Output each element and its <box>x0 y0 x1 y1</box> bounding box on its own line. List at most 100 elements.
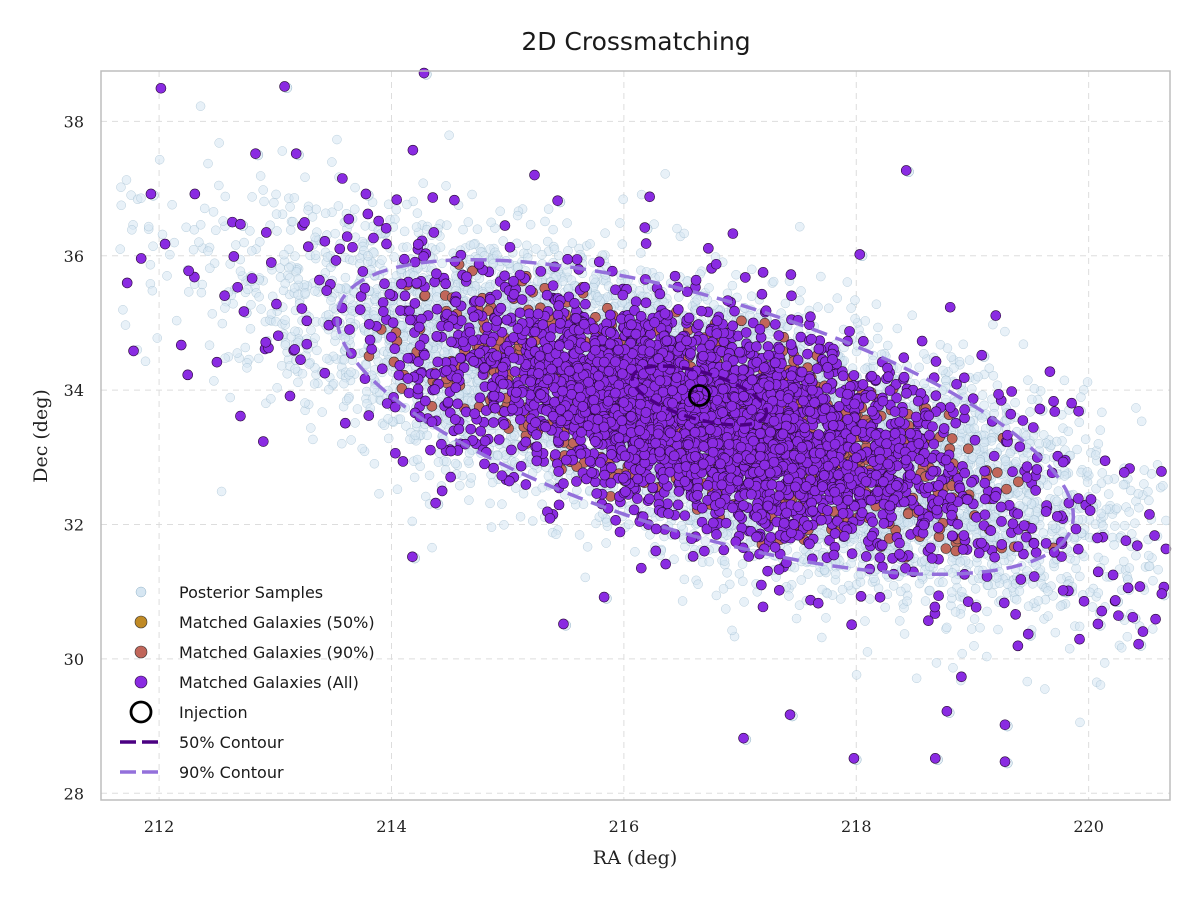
posterior-sample-point <box>872 333 883 344</box>
posterior-sample-point <box>739 597 749 607</box>
posterior-sample-point <box>220 353 230 363</box>
posterior-sample-point <box>969 614 980 624</box>
posterior-sample-point <box>984 363 995 373</box>
posterior-sample-point <box>574 530 585 540</box>
posterior-sample-point <box>892 323 903 334</box>
posterior-sample-point <box>794 295 805 306</box>
posterior-sample-point <box>285 225 296 235</box>
posterior-sample-point <box>120 320 131 330</box>
posterior-sample-point <box>931 658 942 668</box>
posterior-sample-point <box>615 218 625 228</box>
posterior-sample-point <box>232 348 243 358</box>
posterior-sample-point <box>147 285 158 296</box>
posterior-sample-point <box>988 370 999 381</box>
posterior-sample-point <box>140 356 151 367</box>
posterior-sample-point <box>486 522 497 532</box>
posterior-sample-point <box>1023 375 1033 385</box>
posterior-sample-point <box>272 383 282 393</box>
posterior-sample-point <box>271 189 281 200</box>
posterior-sample-point <box>442 220 452 230</box>
posterior-sample-point <box>157 229 168 240</box>
posterior-sample-point <box>300 398 310 408</box>
posterior-sample-point <box>914 362 924 373</box>
posterior-sample-point <box>718 584 729 594</box>
posterior-sample-point <box>211 225 221 236</box>
posterior-sample-point <box>988 319 998 330</box>
posterior-sample-point <box>970 584 981 594</box>
posterior-sample-point <box>1161 515 1171 526</box>
posterior-sample-point <box>636 248 646 258</box>
posterior-sample-point <box>165 249 175 260</box>
posterior-sample-point <box>337 438 347 449</box>
posterior-sample-point <box>862 647 873 657</box>
posterior-sample-point <box>357 443 367 454</box>
posterior-sample-point <box>1103 489 1114 499</box>
posterior-sample-point <box>600 228 610 238</box>
posterior-sample-point <box>958 339 969 350</box>
posterior-sample-point <box>317 407 327 417</box>
posterior-sample-point <box>578 499 589 509</box>
posterior-sample-point <box>310 250 321 260</box>
posterior-sample-point <box>115 244 125 254</box>
posterior-sample-point <box>383 433 394 444</box>
posterior-sample-point <box>948 662 958 673</box>
posterior-sample-point <box>677 596 688 606</box>
chart-title: 2D Crossmatching <box>521 27 750 56</box>
posterior-sample-point <box>152 333 163 343</box>
posterior-sample-point <box>1143 550 1154 561</box>
posterior-sample-point <box>239 237 249 248</box>
posterior-sample-point <box>722 568 732 578</box>
posterior-sample-point <box>472 224 483 234</box>
posterior-sample-point <box>433 457 444 467</box>
posterior-sample-point <box>992 380 1003 391</box>
posterior-sample-point <box>987 588 998 598</box>
posterior-sample-point <box>183 287 194 297</box>
posterior-sample-point <box>1082 377 1093 387</box>
posterior-sample-point <box>1010 397 1020 408</box>
posterior-sample-point <box>1158 481 1168 491</box>
posterior-sample-point <box>275 263 285 273</box>
posterior-sample-point <box>796 286 806 296</box>
posterior-sample-point <box>240 342 251 353</box>
posterior-sample-point <box>116 182 126 193</box>
posterior-sample-point <box>572 485 582 496</box>
posterior-sample-point <box>377 255 387 265</box>
posterior-sample-point <box>1122 631 1133 642</box>
posterior-sample-point <box>967 624 977 634</box>
posterior-sample-point <box>1116 643 1127 653</box>
posterior-sample-point <box>203 158 213 169</box>
posterior-sample-point <box>339 378 349 389</box>
posterior-sample-point <box>780 298 791 309</box>
posterior-sample-point <box>816 271 826 282</box>
posterior-sample-point <box>216 486 227 497</box>
posterior-sample-point <box>427 542 437 553</box>
posterior-sample-point <box>401 421 411 431</box>
posterior-sample-point <box>333 201 344 211</box>
posterior-sample-point <box>942 622 952 633</box>
posterior-sample-point <box>391 204 402 215</box>
posterior-sample-point <box>136 193 146 203</box>
posterior-sample-point <box>982 606 992 617</box>
posterior-sample-point <box>645 530 655 540</box>
posterior-sample-point <box>497 499 507 509</box>
posterior-sample-point <box>209 376 219 386</box>
posterior-sample-point <box>217 318 228 329</box>
posterior-sample-point <box>432 292 442 302</box>
posterior-sample-point <box>865 594 875 604</box>
posterior-sample-point <box>498 236 508 246</box>
posterior-sample-point <box>171 315 182 326</box>
posterior-sample-point <box>231 240 241 250</box>
posterior-sample-point <box>285 202 295 212</box>
posterior-sample-point <box>455 480 465 491</box>
posterior-sample-point <box>679 574 690 585</box>
posterior-sample-point <box>1080 434 1091 444</box>
posterior-sample-point <box>1153 564 1163 575</box>
posterior-sample-point <box>424 470 435 481</box>
posterior-sample-point <box>467 189 477 200</box>
posterior-sample-point <box>851 670 862 680</box>
posterior-sample-point <box>409 472 420 483</box>
posterior-sample-point <box>1139 479 1149 489</box>
posterior-sample-point <box>817 632 827 643</box>
posterior-sample-point <box>850 313 860 324</box>
posterior-sample-point <box>300 172 310 183</box>
